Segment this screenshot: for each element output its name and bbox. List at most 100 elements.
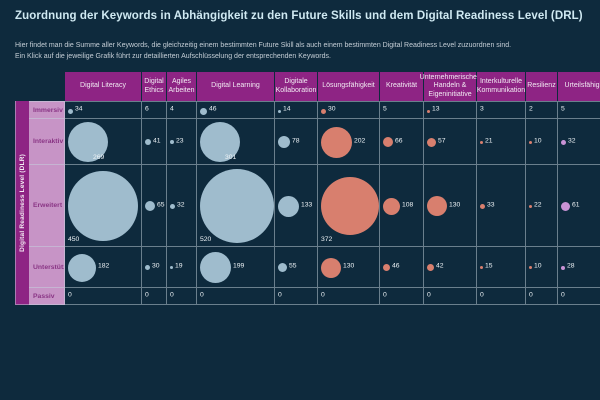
keyword-count-bubble (278, 110, 281, 113)
matrix-cell[interactable]: 0 (65, 288, 142, 305)
matrix-cell[interactable]: 0 (424, 288, 477, 305)
cell-value: 34 (75, 105, 83, 113)
column-header-10: Resilienz (526, 72, 558, 101)
matrix-cell[interactable]: 13 (424, 101, 477, 119)
keyword-count-bubble (321, 109, 326, 114)
matrix-cell[interactable]: 42 (424, 247, 477, 288)
cell-value: 46 (392, 262, 400, 270)
cell-value: 28 (567, 262, 575, 270)
matrix-cell[interactable]: 0 (558, 288, 600, 305)
matrix-cell[interactable]: 133 (275, 165, 318, 247)
matrix-cell[interactable]: 5 (380, 101, 424, 119)
cell-value: 42 (436, 262, 444, 270)
matrix-cell[interactable]: 55 (275, 247, 318, 288)
matrix-cell[interactable]: 0 (167, 288, 197, 305)
matrix-cell[interactable]: 34 (65, 101, 142, 119)
cell-value: 33 (487, 201, 495, 209)
matrix-cell[interactable]: 269 (65, 119, 142, 165)
cell-value: 0 (278, 291, 282, 299)
keyword-count-bubble (480, 204, 485, 209)
cell-value: 2 (529, 105, 533, 113)
row-label-unterstützend: Unterstützend (29, 247, 65, 288)
matrix-cell[interactable]: 78 (275, 119, 318, 165)
cell-value: 199 (233, 262, 245, 270)
matrix-cell[interactable]: 3 (477, 101, 526, 119)
keyword-count-bubble (170, 266, 173, 269)
matrix-cell[interactable]: 14 (275, 101, 318, 119)
matrix-cell[interactable]: 57 (424, 119, 477, 165)
keyword-count-bubble (561, 140, 566, 145)
matrix-cell[interactable]: 10 (526, 247, 558, 288)
matrix-cell[interactable]: 0 (142, 288, 167, 305)
page-subtitle: Hier findet man die Summe aller Keywords… (15, 40, 590, 62)
matrix-cell[interactable]: 202 (318, 119, 380, 165)
matrix-cell[interactable]: 199 (197, 247, 275, 288)
matrix-cell[interactable]: 28 (558, 247, 600, 288)
matrix-cell[interactable]: 0 (197, 288, 275, 305)
matrix-cell[interactable]: 0 (275, 288, 318, 305)
matrix-cell[interactable]: 130 (318, 247, 380, 288)
matrix-cell[interactable]: 520 (197, 165, 275, 247)
cell-value: 66 (395, 137, 403, 145)
matrix-cell[interactable]: 23 (167, 119, 197, 165)
cell-value: 520 (200, 236, 212, 244)
row-label-immersiv: Immersiv (29, 101, 65, 119)
matrix-cell[interactable]: 4 (167, 101, 197, 119)
matrix-cell[interactable]: 46 (380, 247, 424, 288)
keyword-count-bubble (529, 141, 532, 144)
matrix-cell[interactable]: 0 (526, 288, 558, 305)
matrix-cell[interactable]: 2 (526, 101, 558, 119)
matrix-cell[interactable]: 0 (477, 288, 526, 305)
keyword-count-bubble (200, 252, 231, 283)
matrix-cell[interactable]: 61 (558, 165, 600, 247)
keyword-count-bubble (200, 108, 207, 115)
matrix-cell[interactable]: 182 (65, 247, 142, 288)
matrix-cell[interactable]: 33 (477, 165, 526, 247)
matrix-cell[interactable]: 65 (142, 165, 167, 247)
matrix-cell[interactable]: 450 (65, 165, 142, 247)
subtitle-line-2: Ein Klick auf die jeweilige Grafik führt… (15, 53, 331, 61)
matrix-cell[interactable]: 301 (197, 119, 275, 165)
matrix-cell[interactable]: 5 (558, 101, 600, 119)
keyword-count-bubble (427, 196, 447, 216)
cell-value: 372 (321, 236, 333, 244)
matrix-cell[interactable]: 108 (380, 165, 424, 247)
keyword-count-bubble (145, 139, 151, 145)
matrix-cell[interactable]: 10 (526, 119, 558, 165)
matrix-cell[interactable]: 6 (142, 101, 167, 119)
matrix-cell[interactable]: 130 (424, 165, 477, 247)
matrix-cell[interactable]: 0 (380, 288, 424, 305)
matrix-cell[interactable]: 15 (477, 247, 526, 288)
matrix-cell[interactable]: 41 (142, 119, 167, 165)
keyword-count-bubble (68, 109, 73, 114)
cell-value: 65 (157, 201, 165, 209)
matrix-cell[interactable]: 372 (318, 165, 380, 247)
cell-value: 13 (432, 105, 440, 113)
matrix-cell[interactable]: 32 (558, 119, 600, 165)
cell-value: 182 (98, 262, 110, 270)
cell-value: 41 (153, 137, 161, 145)
y-axis-label: Digital Readiness Level (DLR) (19, 153, 26, 252)
cell-value: 0 (427, 291, 431, 299)
matrix-cell[interactable]: 0 (318, 288, 380, 305)
keyword-count-bubble (68, 254, 96, 282)
keyword-count-bubble (68, 122, 108, 162)
keyword-count-bubble (383, 198, 400, 215)
cell-value: 30 (152, 262, 160, 270)
matrix-cell[interactable]: 22 (526, 165, 558, 247)
matrix-cell[interactable]: 66 (380, 119, 424, 165)
matrix-cell[interactable]: 21 (477, 119, 526, 165)
matrix-cell[interactable]: 32 (167, 165, 197, 247)
matrix-cell[interactable]: 19 (167, 247, 197, 288)
cell-value: 55 (289, 262, 297, 270)
matrix-cell[interactable]: 30 (142, 247, 167, 288)
cell-value: 6 (145, 105, 149, 113)
keyword-count-bubble (321, 258, 341, 278)
matrix-cell[interactable]: 30 (318, 101, 380, 119)
matrix-cell[interactable]: 46 (197, 101, 275, 119)
keyword-count-bubble (278, 196, 299, 217)
cell-value: 301 (225, 154, 237, 162)
cell-value: 46 (209, 105, 217, 113)
cell-value: 14 (283, 105, 291, 113)
cell-value: 0 (68, 291, 72, 299)
